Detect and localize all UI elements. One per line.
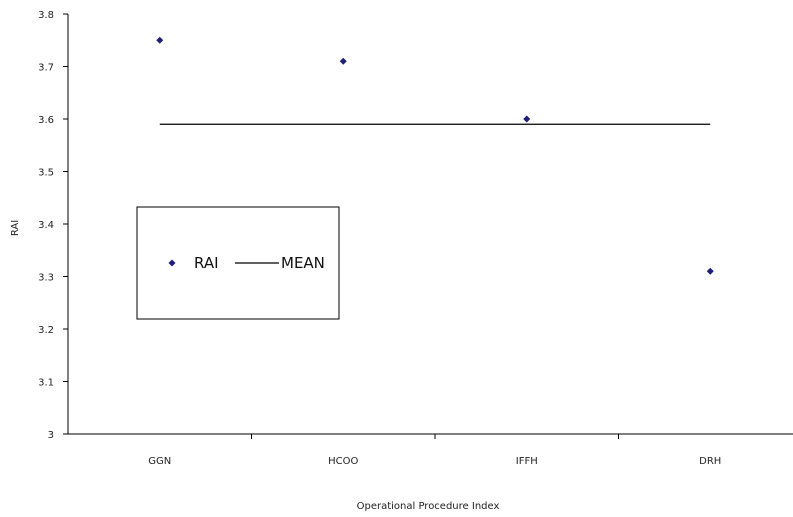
x-tick-label: HCOO [328,456,358,467]
y-tick-label: 3.4 [38,220,54,231]
points-layer [156,36,714,275]
data-point [339,57,347,65]
x-axis-title: Operational Procedure Index [357,501,500,512]
y-tick-label: 3.1 [38,378,54,389]
y-tick-label: 3.3 [38,273,54,284]
legend: RAI MEAN [136,206,340,320]
y-ticks: 3 3.1 3.2 3.3 3.4 3.5 3.6 3.7 3.8 [38,10,68,441]
y-tick-label: 3 [48,430,54,441]
data-point [706,267,714,275]
legend-rai-label: RAI [194,254,219,272]
data-point [156,36,164,44]
legend-mean-label: MEAN [281,254,325,272]
x-tick-label: GGN [148,456,171,467]
x-ticks: GGN HCOO IFFH DRH [148,434,721,467]
y-tick-label: 3.8 [38,10,54,21]
legend-rai-marker [168,259,176,267]
y-tick-label: 3.7 [38,63,54,74]
x-tick-label: DRH [699,456,721,467]
y-tick-label: 3.5 [38,168,54,179]
y-axis-title: RAI [10,220,21,236]
y-tick-label: 3.6 [38,115,54,126]
data-point [523,115,531,123]
y-tick-label: 3.2 [38,325,54,336]
x-tick-label: IFFH [516,456,538,467]
